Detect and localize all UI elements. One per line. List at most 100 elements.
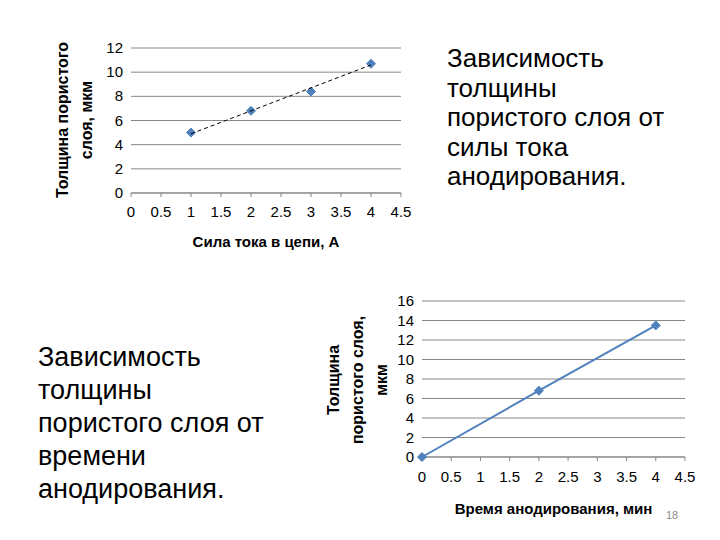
grid-line — [422, 340, 685, 341]
x-tick-label: 3.5 — [331, 203, 352, 220]
y-axis-label: пористого слоя, — [349, 316, 366, 444]
x-tick — [341, 193, 342, 197]
y-tick-label: 4 — [115, 136, 123, 153]
x-tick — [131, 193, 132, 197]
x-tick-label: 1 — [187, 203, 195, 220]
x-tick — [568, 457, 569, 461]
x-tick-label: 4.5 — [391, 203, 412, 220]
x-tick-label: 2 — [247, 203, 255, 220]
caption: пористого слоя от — [447, 102, 664, 132]
x-tick-label: 0.5 — [441, 468, 462, 485]
data-point — [534, 386, 543, 395]
x-tick-label: 0 — [418, 468, 426, 485]
x-tick-label: 2 — [535, 468, 543, 485]
x-tick — [221, 193, 222, 197]
grid-line — [422, 418, 685, 419]
x-axis-label: Сила тока в цепи, А — [193, 233, 340, 250]
grid-line — [422, 437, 685, 438]
y-tick-label: 6 — [115, 112, 123, 129]
plot-area — [418, 321, 661, 462]
y-axis-label: Толщина — [325, 345, 342, 415]
x-axis-label: Время анодирования, мин — [455, 500, 653, 517]
y-tick-label: 8 — [406, 370, 414, 387]
x-axis — [422, 457, 685, 458]
grid-line — [131, 144, 401, 145]
y-tick-label: 16 — [397, 292, 414, 309]
y-tick-label: 0 — [406, 448, 414, 465]
caption: толщины — [447, 73, 557, 103]
x-tick — [281, 193, 282, 197]
y-axis-label: Толщина пористого — [54, 42, 71, 198]
x-tick — [191, 193, 192, 197]
y-tick-label: 8 — [115, 87, 123, 104]
x-tick-label: 3.5 — [616, 468, 637, 485]
x-tick — [538, 457, 539, 461]
x-tick — [401, 193, 402, 197]
x-tick-label: 1.5 — [211, 203, 232, 220]
caption: Зависимость — [38, 342, 201, 372]
series-line — [191, 65, 371, 134]
x-tick — [161, 193, 162, 197]
x-tick-label: 2.5 — [558, 468, 579, 485]
grid-line — [131, 120, 401, 121]
series-line — [422, 325, 656, 457]
y-tick-label: 2 — [115, 160, 123, 177]
x-tick — [626, 457, 627, 461]
data-point — [418, 453, 427, 462]
grid-line — [422, 379, 685, 380]
grid-line — [131, 48, 401, 49]
y-axis-label: мкм — [373, 364, 390, 396]
caption: силы тока — [447, 132, 569, 162]
caption: толщины — [38, 375, 152, 405]
y-tick-label: 2 — [406, 429, 414, 446]
caption: времени — [38, 441, 146, 471]
grid-line — [422, 320, 685, 321]
grid-line — [131, 193, 401, 194]
x-tick-label: 4 — [367, 203, 375, 220]
y-tick-label: 12 — [106, 39, 123, 56]
x-tick-label: 2.5 — [271, 203, 292, 220]
x-tick-label: 3 — [593, 468, 601, 485]
y-tick-label: 12 — [397, 331, 414, 348]
x-tick — [509, 457, 510, 461]
y-axis-label: слоя, мкм — [78, 81, 95, 159]
x-tick-label: 0 — [127, 203, 135, 220]
grid-line — [422, 359, 685, 360]
grid-line — [422, 301, 685, 302]
page-number: 18 — [666, 509, 678, 521]
grid-line — [131, 168, 401, 169]
x-tick-label: 1.5 — [499, 468, 520, 485]
y-tick-label: 14 — [397, 312, 414, 329]
grid-line — [131, 96, 401, 97]
data-point — [651, 321, 660, 330]
plot-area — [187, 59, 376, 137]
x-tick — [371, 193, 372, 197]
y-tick-label: 6 — [406, 390, 414, 407]
grid-line — [422, 457, 685, 458]
x-tick — [655, 457, 656, 461]
x-tick — [685, 457, 686, 461]
x-tick — [311, 193, 312, 197]
x-tick-label: 1 — [476, 468, 484, 485]
x-tick — [597, 457, 598, 461]
grid-line — [131, 72, 401, 73]
chart: Зависимостьтолщиныпористого слоя отвреме… — [38, 292, 695, 517]
grid-line — [422, 398, 685, 399]
data-point — [367, 59, 376, 68]
x-tick — [480, 457, 481, 461]
x-tick — [451, 457, 452, 461]
caption: анодирования. — [447, 161, 627, 191]
x-tick-label: 4.5 — [675, 468, 696, 485]
y-tick-label: 10 — [397, 351, 414, 368]
y-tick-label: 0 — [115, 184, 123, 201]
caption: пористого слоя от — [38, 408, 264, 438]
y-tick-label: 4 — [406, 409, 414, 426]
x-tick-label: 0.5 — [151, 203, 172, 220]
caption: Зависимость — [447, 43, 604, 73]
stage: Зависимостьтолщиныпористого слоя отсилы … — [0, 0, 720, 540]
x-tick-label: 3 — [307, 203, 315, 220]
y-tick-label: 10 — [106, 63, 123, 80]
caption: анодирования. — [38, 474, 224, 504]
x-tick-label: 4 — [652, 468, 660, 485]
x-tick — [251, 193, 252, 197]
